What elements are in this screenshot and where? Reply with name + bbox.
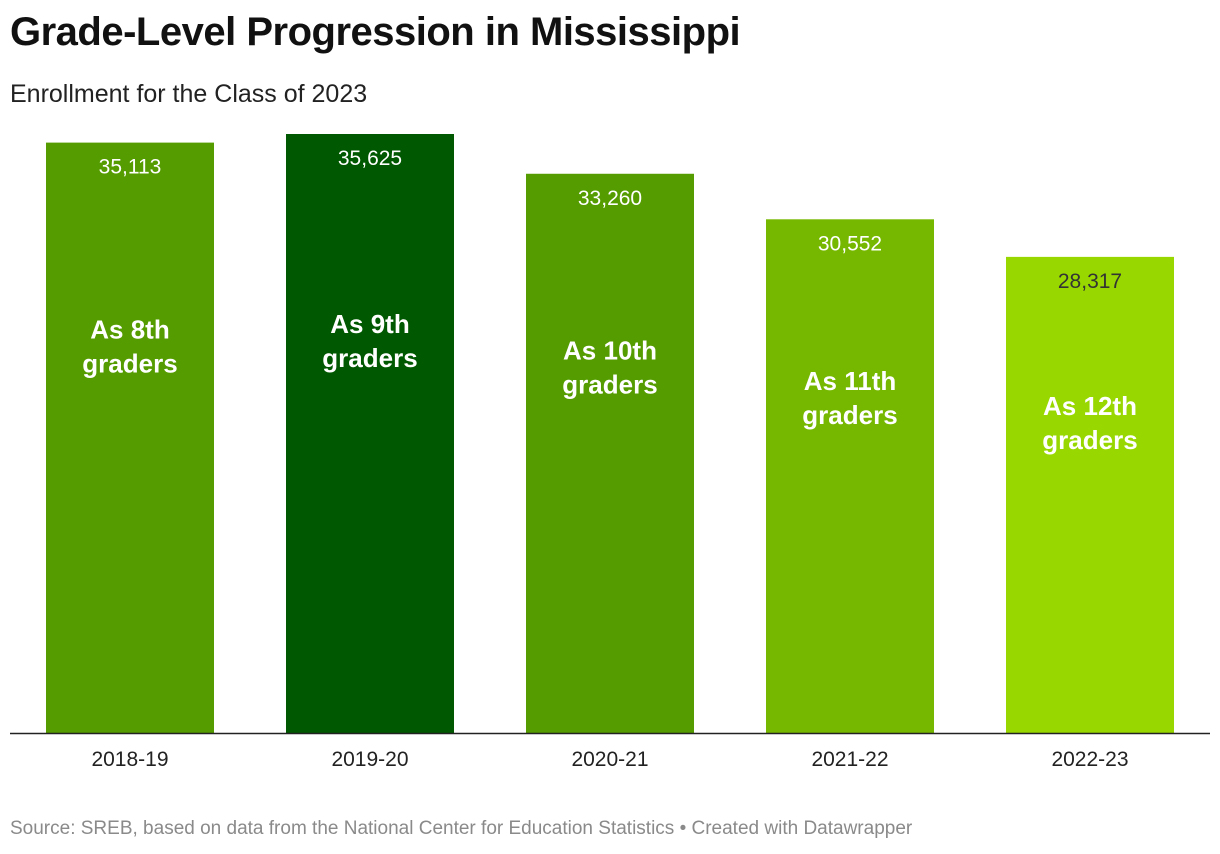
bar-annotation-line: graders [82,349,177,379]
bar-2021-22 [766,219,934,733]
bar-annotation-line: graders [322,343,417,373]
bar-2022-23 [1006,256,1174,733]
bar-2020-21 [526,173,694,733]
bar-annotation-line: graders [802,400,897,430]
x-tick-label: 2021-22 [811,748,888,771]
source-note: Source: SREB, based on data from the Nat… [10,818,913,839]
x-tick-label: 2018-19 [91,748,168,771]
value-label: 28,317 [1058,270,1122,293]
value-label: 33,260 [578,187,642,210]
value-label: 35,625 [338,147,402,170]
bar-annotation-line: As 9th [330,309,409,339]
bar-annotation-line: As 11th [804,366,897,396]
bar-annotation-line: As 10th [563,335,657,365]
bar-annotation-line: graders [562,369,657,399]
x-tick-label: 2022-23 [1051,748,1128,771]
bar-annotation-line: As 12th [1043,391,1137,421]
bar-annotation-line: As 8th [90,315,169,345]
chart-subtitle: Enrollment for the Class of 2023 [10,80,368,108]
bar-2018-19 [46,142,214,734]
bar-2019-20 [286,134,454,733]
x-tick-label: 2020-21 [571,748,648,771]
value-label: 30,552 [818,232,882,255]
value-label: 35,113 [99,156,162,179]
x-tick-label: 2019-20 [331,748,408,771]
bar-annotation-line: graders [1042,425,1137,455]
chart-title: Grade-Level Progression in Mississippi [10,10,741,54]
